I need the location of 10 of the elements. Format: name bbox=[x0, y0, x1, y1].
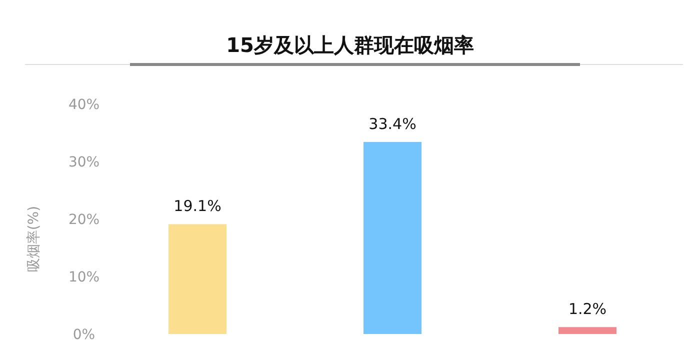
data-label: 19.1% bbox=[174, 197, 222, 216]
y-tick-label: 30% bbox=[68, 154, 100, 170]
y-tick-label: 40% bbox=[68, 97, 100, 113]
title: 15岁及以上人群现在吸烟率 bbox=[226, 33, 474, 57]
y-axis-title: 吸烟率(%) bbox=[26, 206, 42, 272]
y-tick-label: 0% bbox=[72, 327, 96, 343]
y-tick-label: 20% bbox=[68, 212, 100, 228]
data-label: 1.2% bbox=[568, 300, 607, 318]
data-label: 33.4% bbox=[368, 114, 416, 133]
y-tick-label: 10% bbox=[68, 270, 100, 286]
